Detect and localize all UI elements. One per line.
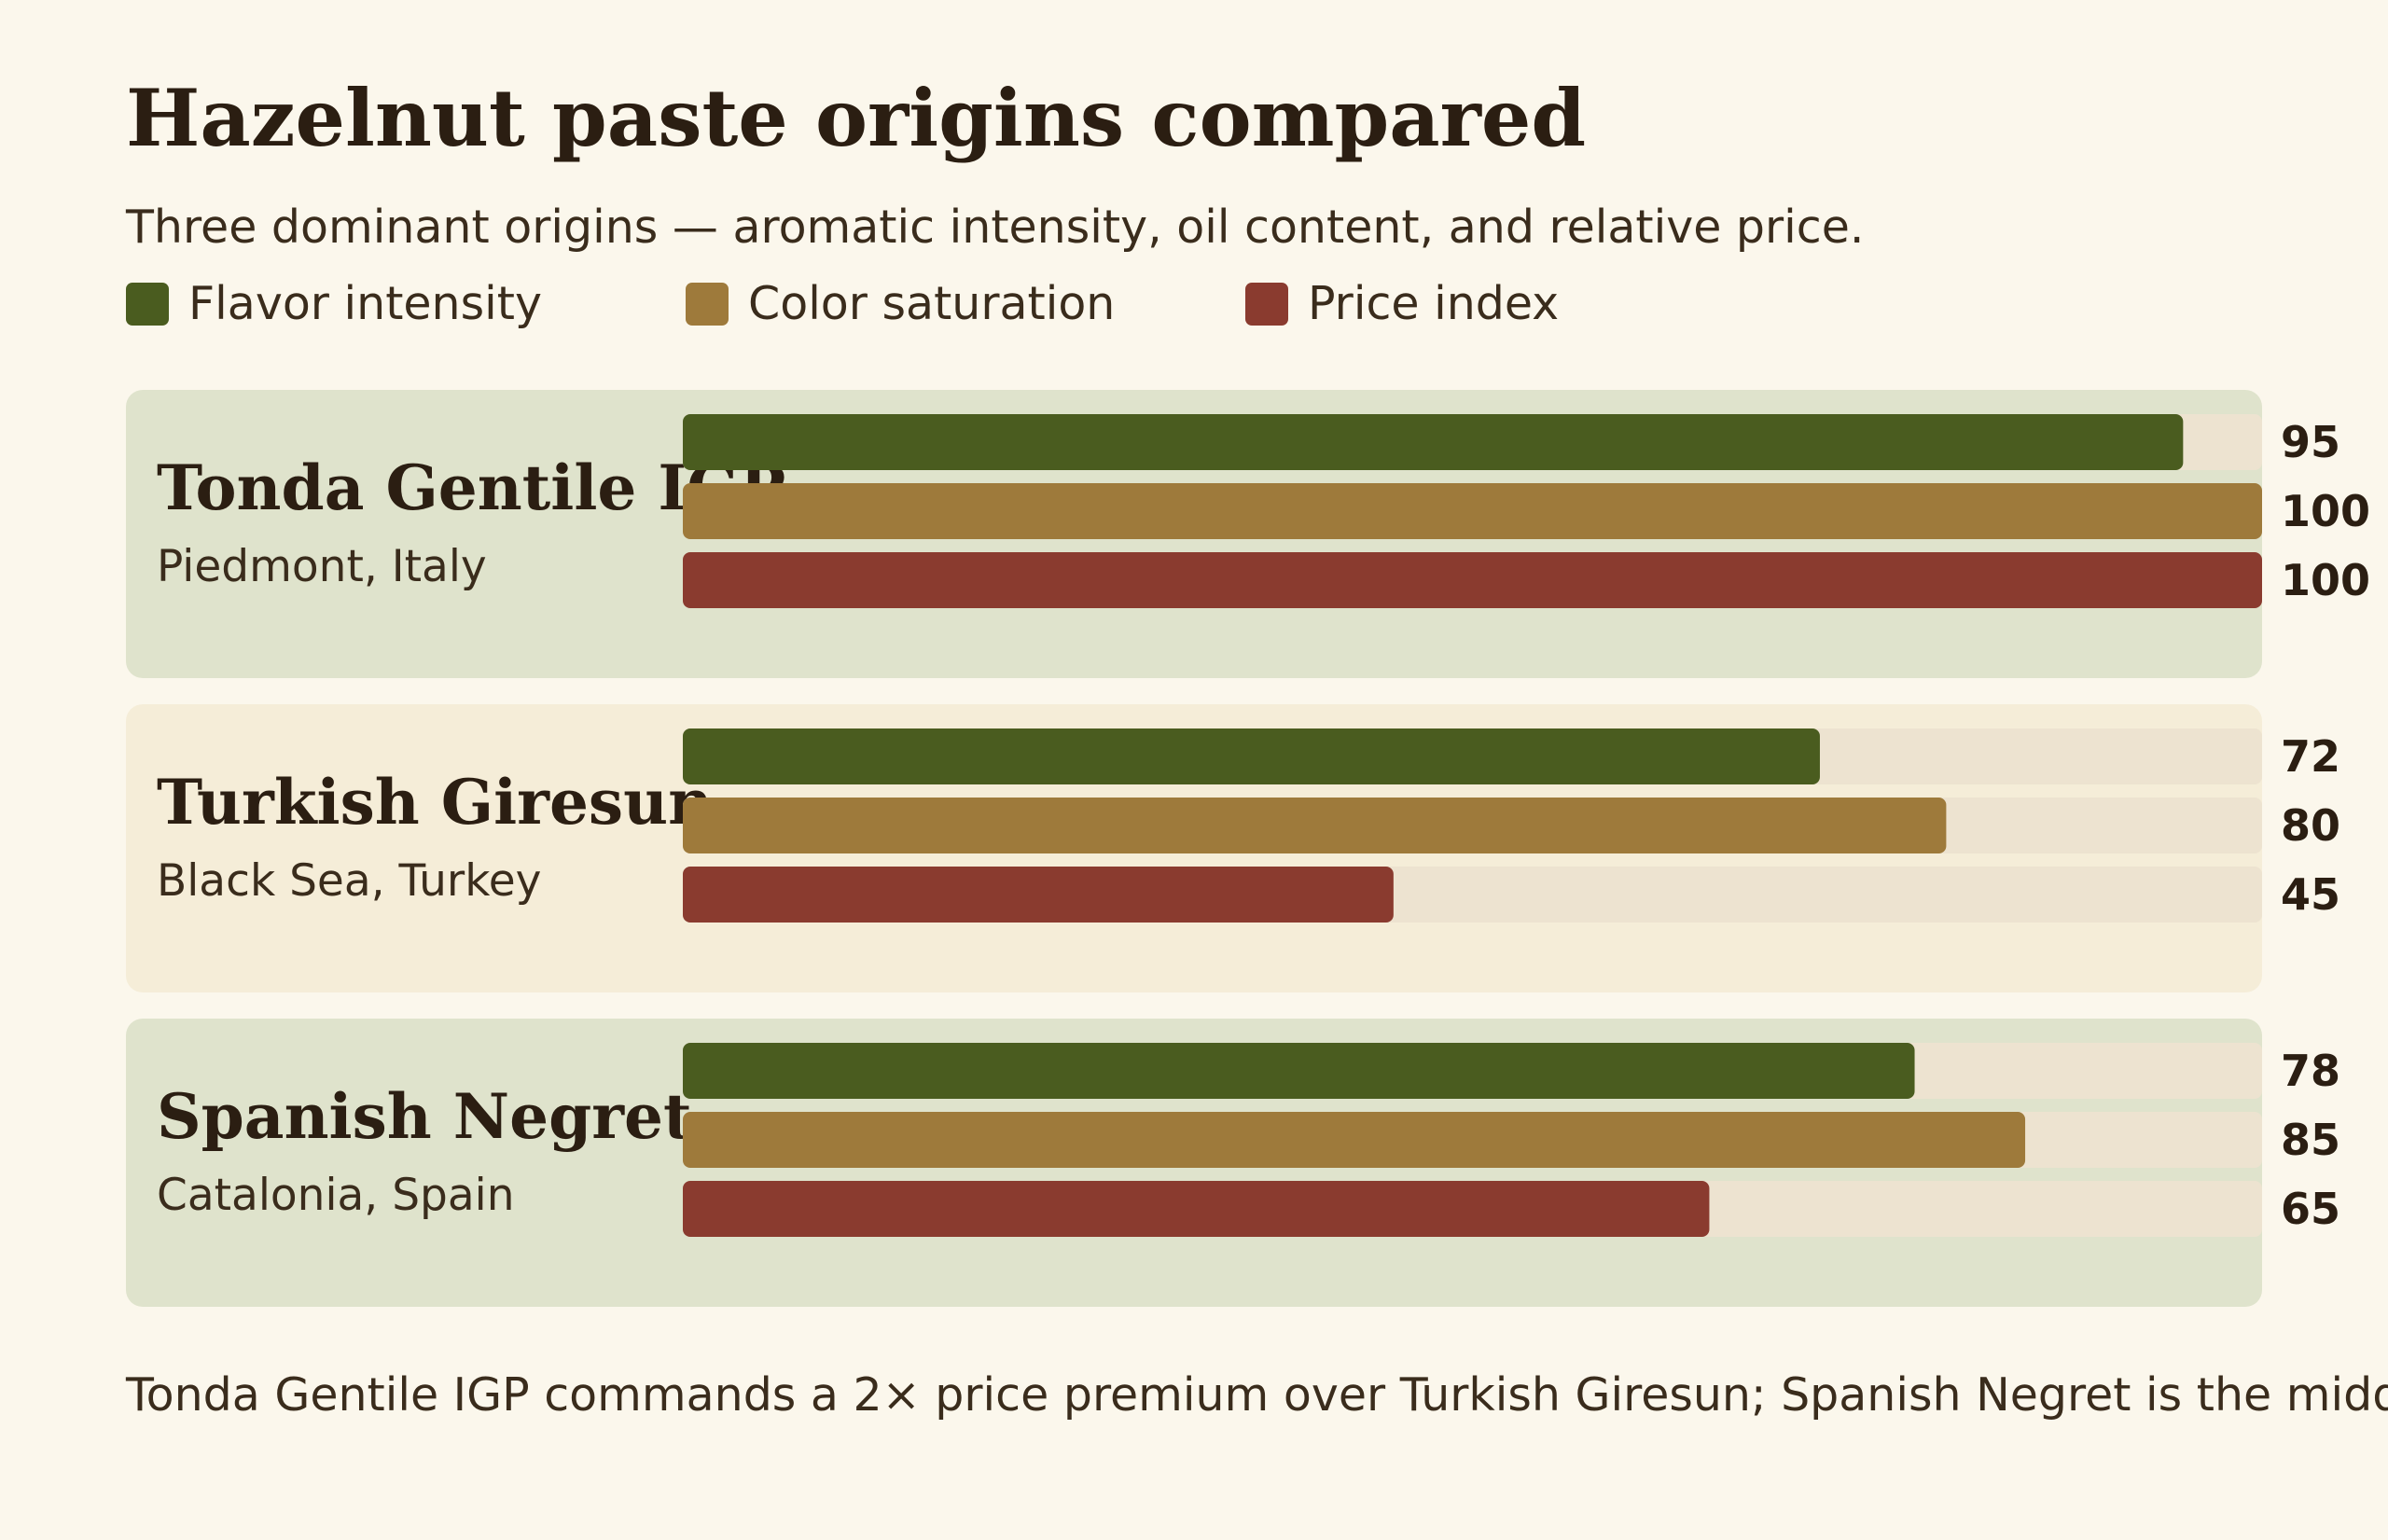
value-label: 95 xyxy=(2281,417,2340,467)
category-region: Piedmont, Italy xyxy=(157,541,487,592)
plot: Flavor intensity Color saturation Price in… xyxy=(126,277,2370,1307)
value-label: 45 xyxy=(2281,869,2340,920)
value-label: 78 xyxy=(2281,1046,2340,1096)
category-region: Catalonia, Spain xyxy=(157,1170,515,1221)
bar xyxy=(683,867,1394,923)
legend-swatch xyxy=(126,283,169,326)
legend-swatch xyxy=(686,283,729,326)
legend-label: Color saturation xyxy=(748,277,1115,330)
value-label: 65 xyxy=(2281,1184,2340,1234)
chart-title: Hazelnut paste origins compared xyxy=(126,72,1586,164)
legend-swatch xyxy=(1245,283,1288,326)
value-label: 80 xyxy=(2281,800,2340,851)
category-label: Turkish Giresun xyxy=(157,766,713,839)
legend-label: Price index xyxy=(1308,277,1559,330)
footnote: Tonda Gentile IGP commands a 2× price pr… xyxy=(125,1368,2388,1422)
bar xyxy=(683,798,1947,853)
value-label: 100 xyxy=(2281,486,2370,536)
value-label: 100 xyxy=(2281,555,2370,605)
legend-label: Flavor intensity xyxy=(188,277,542,330)
bar xyxy=(683,1181,1710,1237)
bar xyxy=(683,728,1820,784)
bar xyxy=(683,1112,2026,1168)
category-label: Spanish Negret xyxy=(157,1080,692,1153)
bar xyxy=(683,483,2262,539)
value-label: 72 xyxy=(2281,731,2340,782)
bar xyxy=(683,552,2262,608)
bar xyxy=(683,414,2184,470)
category-region: Black Sea, Turkey xyxy=(157,855,542,907)
bar xyxy=(683,1043,1915,1099)
value-label: 85 xyxy=(2281,1115,2340,1165)
category-label: Tonda Gentile IGP xyxy=(157,451,785,524)
chart-subtitle: Three dominant origins — aromatic intens… xyxy=(125,201,1864,254)
